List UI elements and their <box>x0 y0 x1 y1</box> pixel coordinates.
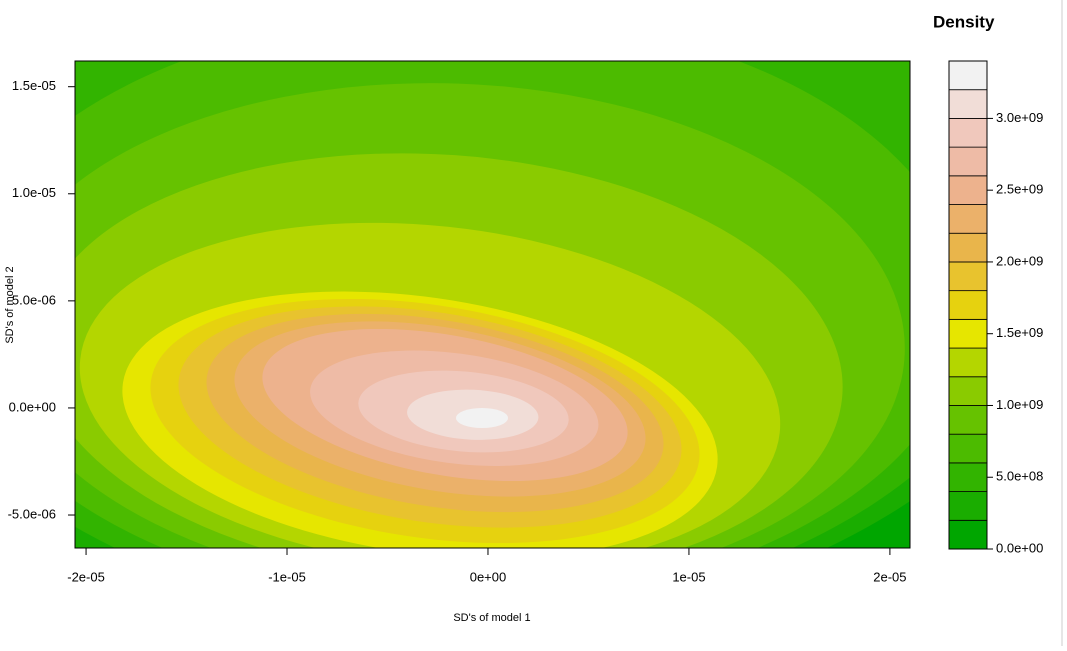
legend-swatch <box>948 405 988 435</box>
x-axis-title: SD's of model 1 <box>453 612 530 624</box>
y-axis-title: SD's of model 2 <box>4 266 16 343</box>
legend-swatch <box>948 347 988 378</box>
legend-tick-label: 1.5e+09 <box>996 325 1043 340</box>
legend-frame <box>948 60 988 550</box>
legend-title: Density <box>933 12 995 31</box>
legend-swatch <box>948 376 988 406</box>
legend-swatch <box>948 204 988 234</box>
y-tick-label: 1.0e-05 <box>12 185 56 200</box>
legend-tick-label: 3.0e+09 <box>996 110 1043 125</box>
legend-swatch <box>948 232 988 263</box>
x-tick-label: -1e-05 <box>268 569 306 584</box>
y-tick-label: -5.0e-06 <box>8 506 56 521</box>
y-tick-label: 0.0e+00 <box>9 399 56 414</box>
legend-swatch <box>948 146 988 177</box>
legend-swatch <box>948 89 988 119</box>
contour-region <box>456 408 508 428</box>
x-tick-label: 2e-05 <box>873 569 906 584</box>
x-tick-label: 0e+00 <box>470 569 507 584</box>
legend-swatch <box>948 433 988 464</box>
legend-swatch <box>948 462 988 492</box>
y-tick-label: 1.5e-05 <box>12 78 56 93</box>
legend-swatch <box>948 318 988 349</box>
x-tick-label: 1e-05 <box>672 569 705 584</box>
y-tick-label: 5.0e-06 <box>12 292 56 307</box>
legend-swatch <box>948 519 988 550</box>
legend-tick-label: 2.0e+09 <box>996 253 1043 268</box>
legend-tick-label: 1.0e+09 <box>996 397 1043 412</box>
legend-tick-label: 0.0e+00 <box>996 540 1043 555</box>
x-tick-label: -2e-05 <box>67 569 105 584</box>
legend-tick-label: 2.5e+09 <box>996 182 1043 197</box>
legend-swatch <box>948 118 988 148</box>
legend-swatch <box>948 290 988 320</box>
legend-swatch <box>948 261 988 292</box>
plot-frame <box>74 60 911 549</box>
legend-tick-label: 5.0e+08 <box>996 469 1043 484</box>
legend-swatch <box>948 60 988 91</box>
legend-swatch <box>948 491 988 521</box>
legend-swatch <box>948 175 988 205</box>
